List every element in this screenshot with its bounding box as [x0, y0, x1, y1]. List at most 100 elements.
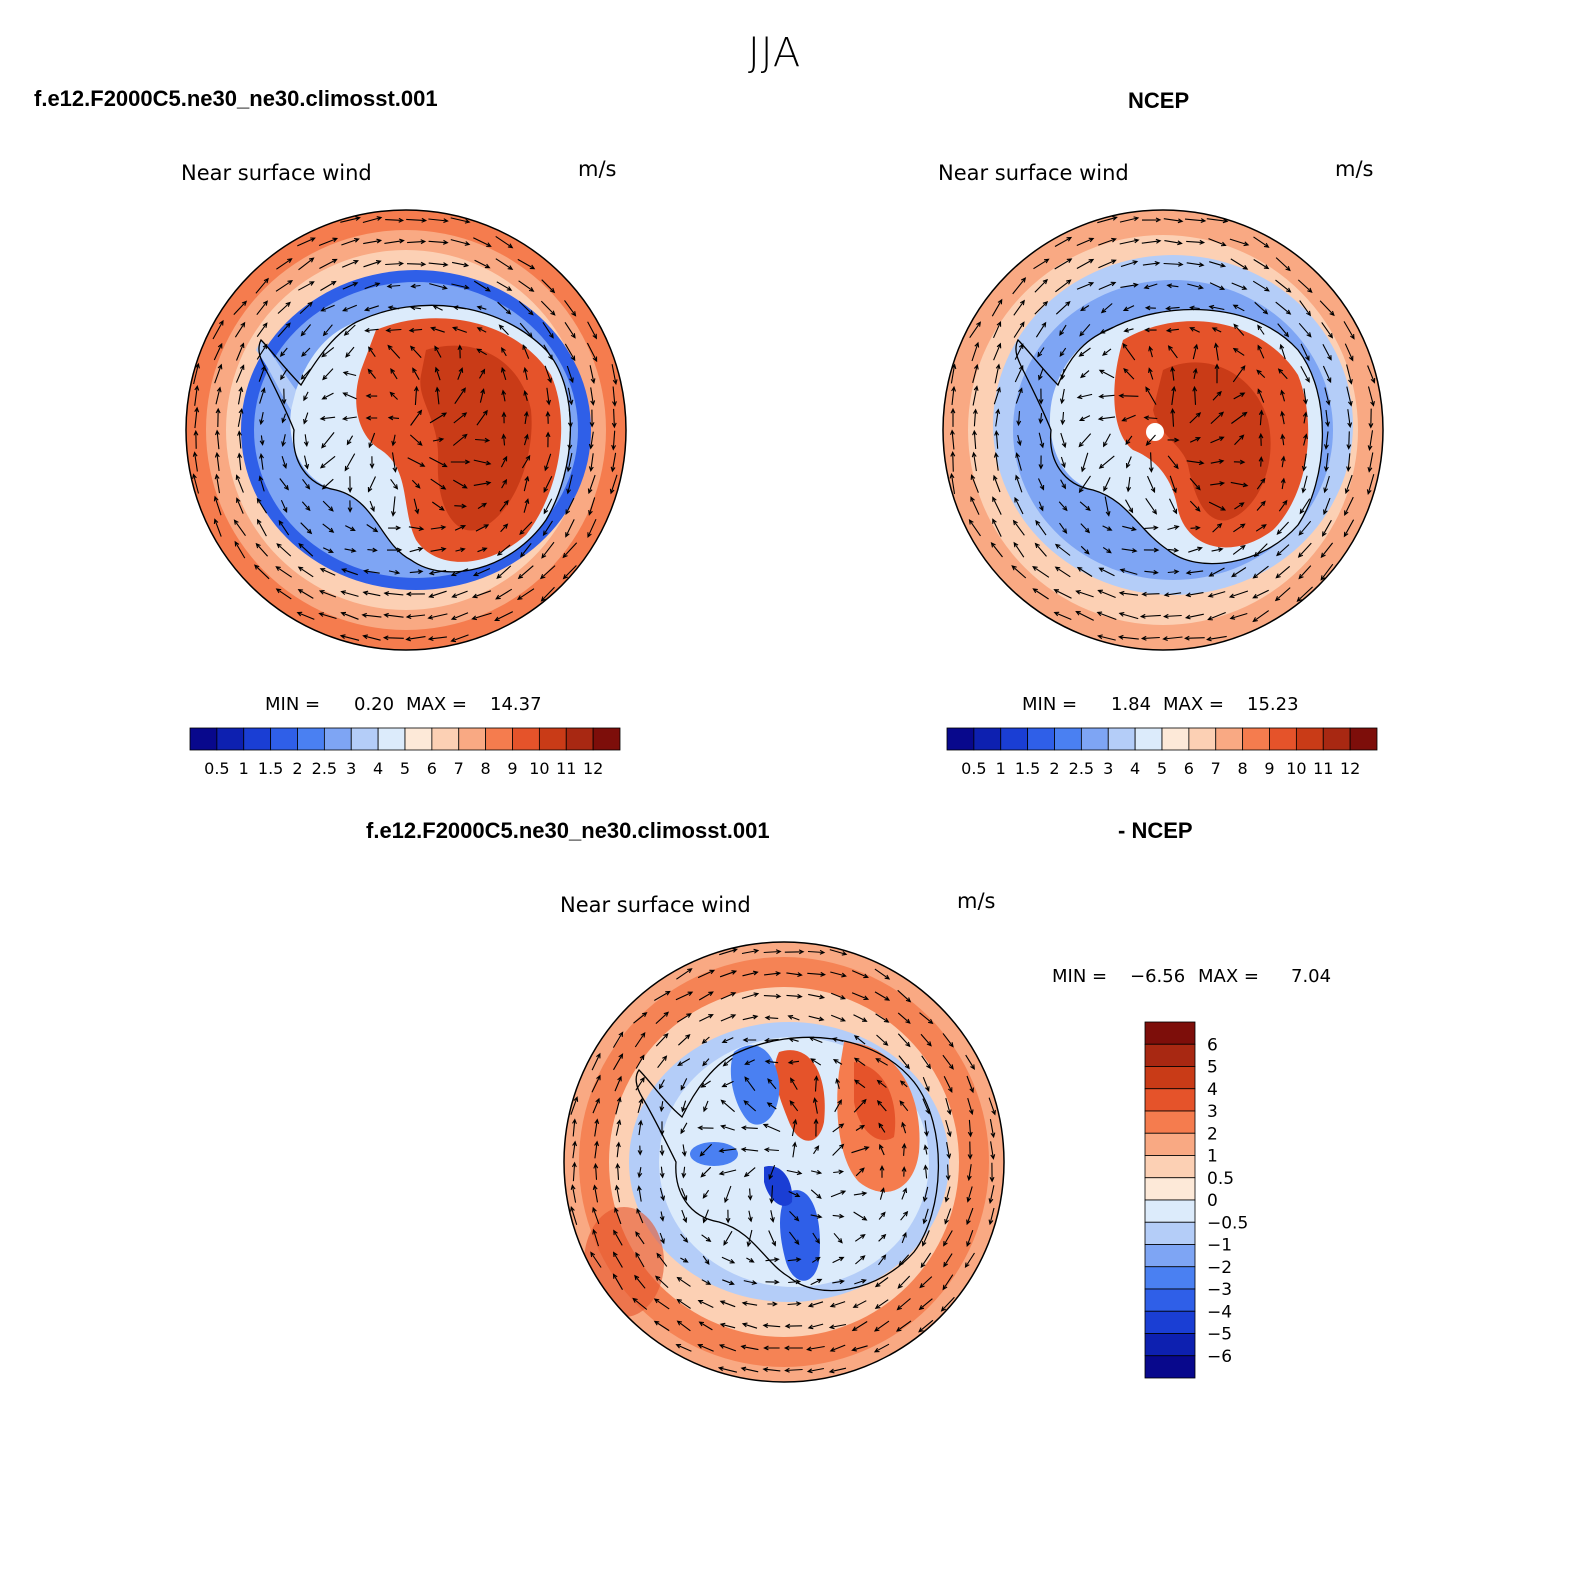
wind-vector: [1234, 434, 1245, 446]
panel2-max-value: 15.23: [1247, 694, 1299, 715]
wind-vector: [520, 543, 532, 558]
wind-vector: [788, 1191, 801, 1198]
wind-vector: [496, 281, 513, 291]
wind-vector: [768, 1165, 776, 1180]
panel1-colorbar-color-box: [243, 727, 272, 751]
panel1-units-label: m/s: [578, 157, 617, 181]
wind-vector: [541, 541, 555, 559]
panel1-colorbar-tick-label: 2: [292, 759, 302, 778]
wind-vector: [1080, 452, 1089, 473]
wind-vector: [518, 280, 535, 292]
wind-vector: [1098, 455, 1115, 469]
wind-vector: [1280, 455, 1286, 468]
wind-vector: [457, 344, 463, 359]
wind-vector: [966, 1186, 973, 1203]
wind-vector: [636, 1185, 642, 1202]
panel3-colorbar-color-box: [1144, 1221, 1196, 1245]
wind-vector: [591, 1074, 601, 1093]
panel3-colorbar-color-box: [1144, 1199, 1196, 1223]
wind-vector: [874, 968, 891, 980]
wind-vector: [701, 1279, 712, 1285]
wind-vector: [319, 415, 336, 421]
wind-vector: [1141, 217, 1162, 223]
wind-vector: [1078, 433, 1092, 448]
wind-vector: [570, 1206, 578, 1225]
wind-vector: [740, 1125, 758, 1131]
wind-vector: [787, 1015, 800, 1021]
wind-vector: [972, 429, 977, 450]
wind-vector: [281, 434, 286, 448]
wind-vector: [876, 1079, 887, 1088]
wind-vector: [989, 1162, 995, 1183]
wind-vector: [494, 611, 514, 621]
wind-vector: [966, 1164, 972, 1182]
panel1-colorbar-color-box: [538, 727, 567, 751]
wind-vector: [1252, 589, 1269, 599]
panel2-max-label: MAX =: [1163, 694, 1224, 715]
wind-vector: [523, 410, 529, 424]
wind-vector: [192, 473, 200, 494]
wind-vector: [1122, 525, 1137, 532]
wind-vector: [546, 387, 552, 406]
wind-vector: [407, 239, 427, 245]
wind-vector: [813, 1118, 819, 1137]
wind-vector: [567, 387, 574, 406]
wind-vector: [676, 968, 693, 980]
wind-vector: [233, 300, 248, 315]
wind-vector: [676, 1298, 691, 1309]
wind-vector: [318, 590, 337, 598]
wind-vector: [1189, 500, 1201, 512]
wind-vector: [1344, 496, 1354, 517]
wind-vector: [391, 434, 397, 447]
wind-vector: [1184, 635, 1205, 641]
wind-vector: [993, 452, 999, 471]
wind-vector: [1252, 280, 1270, 292]
wind-vector: [1102, 433, 1111, 448]
wind-vector: [237, 452, 243, 471]
wind-vector: [697, 969, 716, 979]
wind-vector: [764, 1037, 779, 1043]
wind-vector: [236, 497, 244, 514]
panel3-colorbar-tick-label: −3: [1207, 1280, 1232, 1300]
wind-vector: [992, 321, 1002, 339]
wind-vector: [588, 497, 596, 516]
wind-vector: [971, 341, 980, 362]
wind-vector: [1120, 260, 1139, 268]
wind-vector: [807, 1323, 824, 1330]
wind-vector: [675, 1344, 692, 1352]
wind-vector: [519, 521, 533, 535]
panel3-colorbar-color-box: [1144, 1110, 1196, 1134]
wind-vector: [369, 456, 375, 469]
wind-vector: [659, 1101, 665, 1113]
wind-vector: [1208, 304, 1225, 311]
wind-vector: [990, 1141, 996, 1160]
wind-vector: [501, 389, 507, 402]
wind-vector: [341, 259, 359, 268]
wind-vector: [832, 1058, 843, 1065]
wind-vector: [471, 612, 492, 621]
wind-vector: [1207, 591, 1226, 598]
wind-vector: [919, 1276, 933, 1289]
wind-vector: [635, 1076, 645, 1091]
wind-vector: [387, 415, 400, 421]
wind-vector: [789, 1211, 800, 1222]
wind-vector: [1058, 501, 1068, 512]
wind-vector: [702, 1058, 710, 1067]
wind-vector: [429, 412, 448, 424]
wind-vector: [950, 451, 956, 472]
wind-vector: [450, 217, 471, 224]
wind-vector: [475, 524, 490, 532]
wind-vector: [1344, 474, 1353, 495]
panel3-wind-vectors: [570, 948, 996, 1374]
wind-vector: [479, 388, 486, 403]
wind-vector: [1277, 323, 1290, 338]
wind-vector: [1189, 478, 1201, 491]
panel2-colorbar-color-box: [1054, 727, 1082, 751]
wind-vector: [1299, 300, 1312, 317]
panel3-case-name: f.e12.F2000C5.ne30_ne30.climosst.001: [366, 818, 770, 843]
wind-vector: [278, 519, 290, 536]
wind-vector: [566, 474, 573, 495]
wind-vector: [700, 1166, 712, 1178]
wind-vector: [942, 1033, 954, 1048]
wind-vector: [410, 283, 421, 289]
